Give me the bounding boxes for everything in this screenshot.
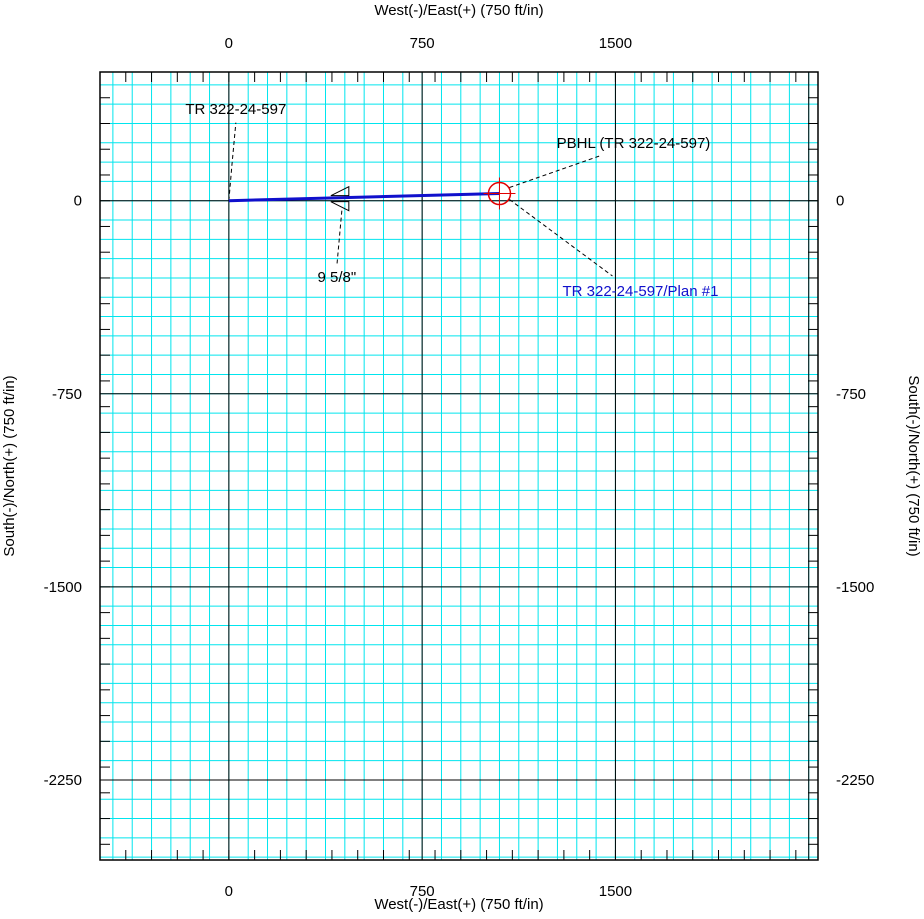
plot-frame	[99, 71, 819, 861]
annotation-well-name: TR 322-24-597	[185, 101, 286, 118]
y-tick-label-right: -1500	[836, 579, 874, 596]
casing-marker	[330, 185, 350, 212]
x-tick-label-bottom: 1500	[599, 883, 632, 900]
x-tick-label-top: 1500	[599, 35, 632, 52]
y-tick-label-right: 0	[836, 193, 844, 210]
y-tick-label-left: -1500	[44, 579, 82, 596]
x-tick-label-bottom: 750	[410, 883, 435, 900]
y-tick-label-right: -750	[836, 386, 866, 403]
x-tick-label-top: 0	[225, 35, 233, 52]
x-tick-label-top: 750	[410, 35, 435, 52]
y-axis-label-right: South(-)/North(+) (750 ft/in)	[905, 375, 922, 556]
casing-bottom-triangle	[330, 201, 350, 212]
x-axis-label-bottom: West(-)/East(+) (750 ft/in)	[374, 896, 543, 913]
y-tick-label-left: -750	[52, 386, 82, 403]
leader-plan	[509, 199, 613, 277]
y-axis-label-left: South(-)/North(+) (750 ft/in)	[1, 375, 18, 556]
minor-grid	[100, 72, 818, 860]
major-grid	[100, 72, 818, 860]
leader-well-name	[228, 122, 237, 201]
axis-ticks	[99, 71, 818, 860]
annotation-casing: 9 5/8"	[317, 269, 356, 286]
annotation-leader-lines	[228, 122, 613, 277]
y-tick-label-left: -2250	[44, 772, 82, 789]
y-tick-label-left: 0	[74, 193, 82, 210]
annotation-plan: TR 322-24-597/Plan #1	[562, 283, 718, 300]
annotation-pbhl: PBHL (TR 322-24-597)	[557, 135, 711, 152]
x-tick-label-bottom: 0	[225, 883, 233, 900]
leader-pbhl	[509, 155, 600, 188]
casing-top-triangle	[330, 185, 350, 197]
tick-labels: 0 0 750 750 1500 1500 0 0 -750 -750 -1500 -1500 -225…	[44, 35, 875, 900]
leader-casing	[336, 210, 343, 267]
well-path-series	[228, 192, 500, 203]
x-axis-label-top: West(-)/East(+) (750 ft/in)	[374, 2, 543, 19]
y-tick-label-right: -2250	[836, 772, 874, 789]
target-marker	[483, 177, 516, 210]
well-path-line	[228, 192, 500, 203]
